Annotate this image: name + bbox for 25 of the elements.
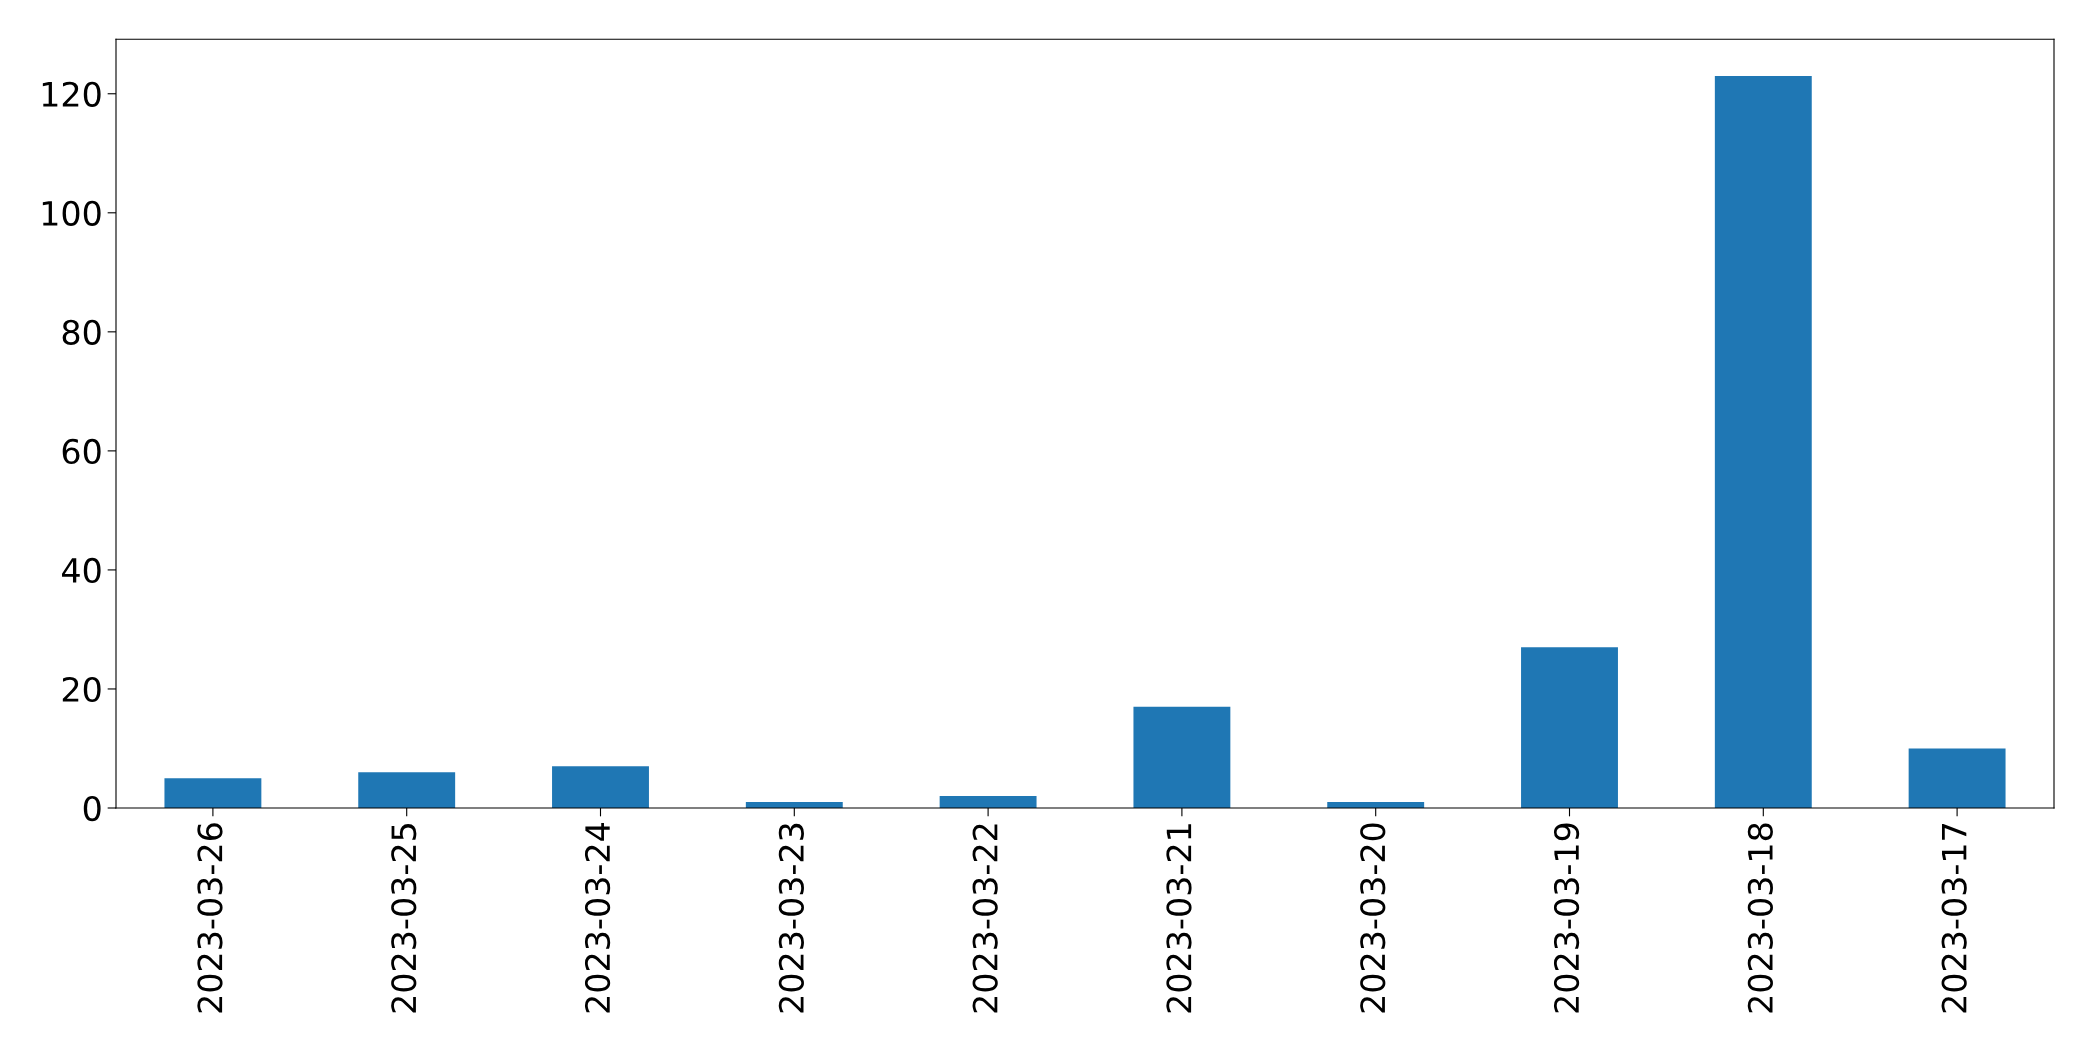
x-tick-label: 2023-03-24	[584, 823, 611, 1013]
x-tick-label: 2023-03-18	[1747, 823, 1773, 1013]
y-tick-label: 60	[62, 438, 101, 465]
y-tick-label: 20	[62, 676, 101, 703]
y-tick-label: 0	[83, 795, 101, 822]
x-tick-label: 2023-03-26	[197, 823, 223, 1013]
bar	[164, 778, 262, 808]
x-tick-label: 2023-03-19	[1553, 823, 1580, 1013]
x-tick-label: 2023-03-22	[972, 824, 998, 1013]
y-tick-label: 120	[42, 81, 101, 107]
bar	[1133, 706, 1231, 808]
x-tick-label: 2023-03-25	[391, 824, 417, 1013]
x-tick-label: 2023-03-21	[1166, 824, 1192, 1013]
bar	[1714, 75, 1812, 808]
x-tick-label: 2023-03-20	[1360, 823, 1386, 1013]
y-tick-label: 100	[42, 200, 101, 226]
bar	[358, 772, 456, 808]
y-tick-label: 40	[62, 557, 101, 584]
y-tick-label: 80	[62, 319, 101, 345]
bar	[1908, 748, 2006, 808]
x-tick-label: 2023-03-23	[778, 823, 804, 1013]
bar	[1521, 647, 1618, 808]
bar	[939, 796, 1037, 808]
bar	[552, 766, 649, 808]
x-tick-label: 2023-03-17	[1941, 824, 1967, 1013]
